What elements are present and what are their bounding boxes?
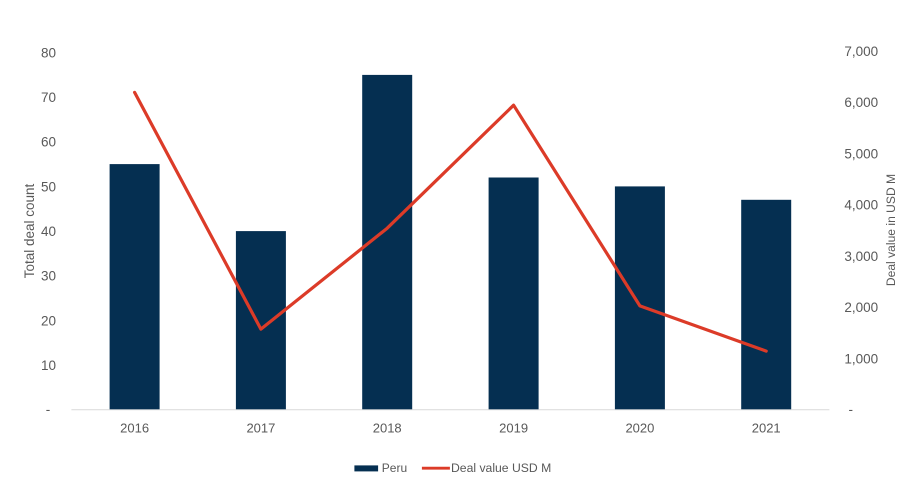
svg-text:-: - bbox=[849, 402, 854, 417]
svg-text:Deal value USD M: Deal value USD M bbox=[451, 461, 551, 475]
svg-text:70: 70 bbox=[41, 90, 56, 105]
svg-text:30: 30 bbox=[41, 269, 56, 284]
svg-text:10: 10 bbox=[41, 358, 56, 373]
svg-text:7,000: 7,000 bbox=[844, 44, 878, 59]
svg-text:20: 20 bbox=[41, 313, 56, 328]
svg-text:2020: 2020 bbox=[625, 421, 654, 436]
svg-text:4,000: 4,000 bbox=[844, 198, 878, 213]
svg-text:40: 40 bbox=[41, 224, 56, 239]
svg-text:2018: 2018 bbox=[373, 421, 402, 436]
svg-text:5,000: 5,000 bbox=[844, 147, 878, 162]
svg-text:2019: 2019 bbox=[499, 421, 528, 436]
svg-text:2,000: 2,000 bbox=[844, 300, 878, 315]
svg-text:-: - bbox=[46, 402, 51, 417]
svg-text:6,000: 6,000 bbox=[844, 95, 878, 110]
svg-text:2017: 2017 bbox=[246, 421, 275, 436]
svg-text:1,000: 1,000 bbox=[844, 351, 878, 366]
svg-text:Deal value in USD M: Deal value in USD M bbox=[884, 174, 898, 286]
svg-text:50: 50 bbox=[41, 179, 56, 194]
svg-text:Peru: Peru bbox=[382, 461, 407, 475]
svg-text:80: 80 bbox=[41, 45, 56, 60]
svg-text:3,000: 3,000 bbox=[844, 249, 878, 264]
svg-text:2021: 2021 bbox=[752, 421, 781, 436]
svg-text:60: 60 bbox=[41, 135, 56, 150]
svg-text:Total deal count: Total deal count bbox=[22, 183, 37, 278]
svg-text:2016: 2016 bbox=[120, 421, 149, 436]
